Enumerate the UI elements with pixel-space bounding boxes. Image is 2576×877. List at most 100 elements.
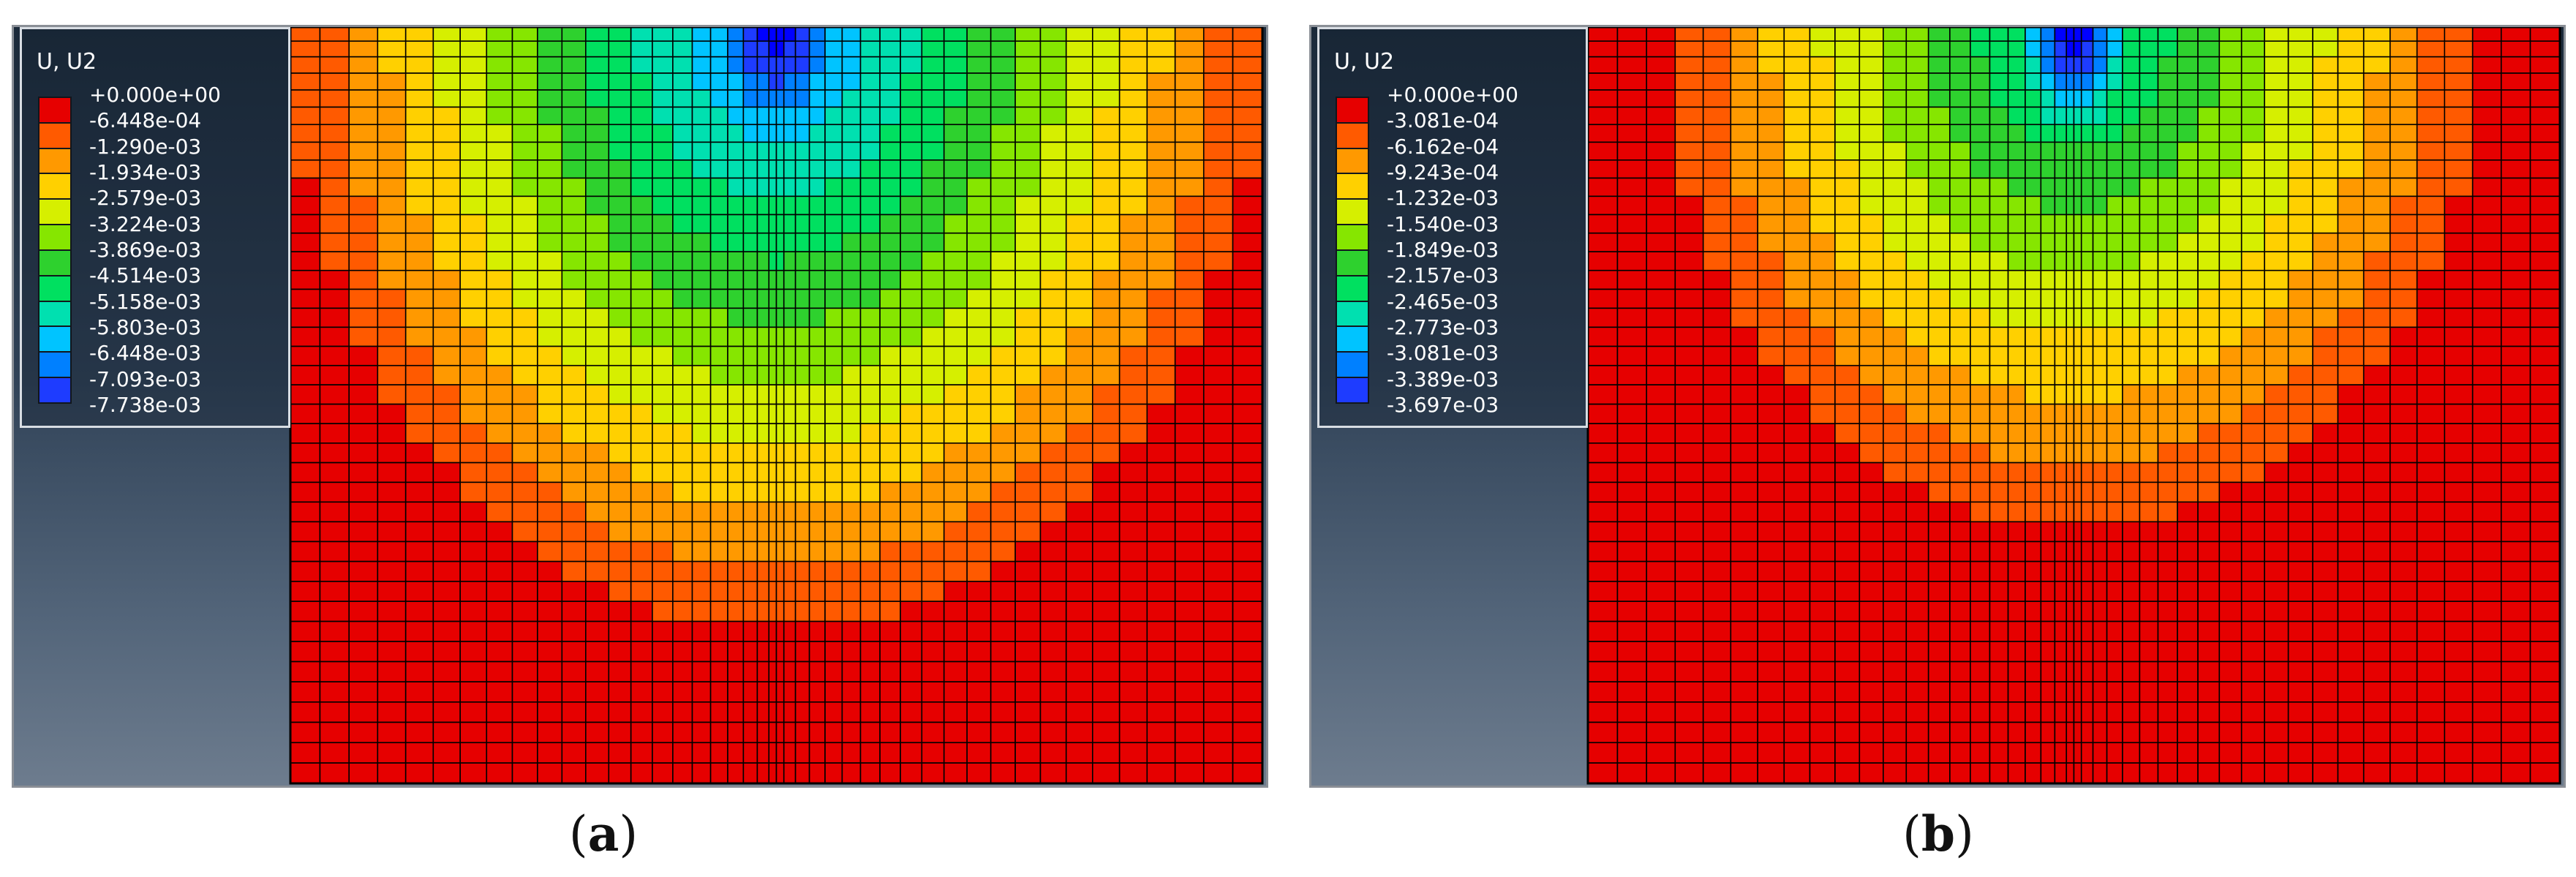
mesh-element	[2122, 762, 2141, 784]
mesh-element	[2337, 442, 2365, 464]
mesh-element	[709, 27, 728, 42]
mesh-element	[459, 307, 488, 328]
mesh-element	[2122, 269, 2141, 290]
mesh-element	[2092, 89, 2108, 108]
mesh-element	[585, 89, 610, 108]
mesh-element	[775, 56, 785, 74]
mesh-element	[561, 481, 587, 503]
mesh-element	[2065, 232, 2075, 252]
mesh-element	[2025, 521, 2042, 543]
mesh-element	[2177, 269, 2199, 290]
mesh-element	[1989, 462, 2009, 483]
mesh-element	[2240, 345, 2265, 366]
mesh-element	[2471, 660, 2502, 682]
mesh-element	[775, 501, 785, 523]
mesh-element	[1989, 177, 2009, 197]
mesh-element	[783, 462, 796, 483]
mesh-element	[824, 721, 843, 744]
mesh-element	[2500, 159, 2531, 179]
mesh-element	[1757, 214, 1785, 234]
mesh-element	[900, 681, 923, 703]
mesh-element	[1174, 721, 1205, 744]
mesh-element	[1616, 560, 1648, 582]
mesh-element	[2500, 307, 2531, 328]
mesh-element	[432, 384, 462, 405]
mesh-element	[768, 541, 777, 562]
mesh-element	[404, 681, 434, 703]
mesh-element	[1905, 581, 1929, 602]
mesh-element	[2312, 141, 2339, 161]
mesh-element	[2177, 560, 2199, 582]
mesh-element	[2065, 124, 2075, 143]
mesh-element	[2106, 141, 2123, 161]
legend-swatch	[1337, 148, 1368, 175]
mesh-element	[742, 742, 758, 764]
mesh-element	[2040, 141, 2056, 161]
mesh-element	[1858, 721, 1884, 744]
mesh-element	[990, 721, 1016, 744]
mesh-element	[1702, 620, 1732, 642]
mesh-element	[348, 641, 379, 663]
mesh-element	[1927, 541, 1951, 562]
mesh-element	[2157, 288, 2178, 309]
mesh-element	[377, 251, 407, 271]
mesh-element	[2389, 560, 2418, 582]
mesh-element	[1092, 403, 1121, 424]
caption-letter-b: b	[1921, 805, 1956, 862]
mesh-element	[709, 232, 728, 252]
mesh-element	[783, 681, 796, 703]
mesh-element	[486, 762, 513, 784]
mesh-element	[404, 124, 434, 143]
mesh-element	[1587, 762, 1619, 784]
mesh-element	[859, 56, 881, 74]
mesh-element	[2040, 423, 2056, 444]
mesh-boundary	[289, 27, 1264, 785]
mesh-element	[2471, 56, 2502, 74]
mesh-element	[2264, 124, 2289, 143]
mesh-element	[900, 326, 923, 347]
mesh-element	[824, 701, 843, 723]
mesh-element	[691, 345, 712, 366]
mesh-element	[1232, 40, 1263, 58]
mesh-element	[319, 423, 350, 444]
mesh-element	[2197, 742, 2221, 764]
mesh-element	[2106, 701, 2123, 723]
mesh-element	[1949, 681, 1971, 703]
mesh-element	[486, 681, 513, 703]
mesh-element	[377, 641, 407, 663]
mesh-element	[290, 462, 321, 483]
mesh-element	[652, 403, 674, 424]
mesh-element	[841, 620, 862, 642]
mesh-element	[2444, 269, 2474, 290]
mesh-element	[2500, 601, 2531, 622]
mesh-element	[585, 177, 610, 197]
mesh-element	[2529, 141, 2561, 161]
mesh-element	[824, 124, 843, 143]
mesh-element	[2139, 141, 2159, 161]
legend-title-a: U, U2	[37, 49, 97, 75]
mesh-element	[921, 560, 945, 582]
mesh-element	[1674, 481, 1704, 503]
mesh-element	[1927, 701, 1951, 723]
mesh-element	[2500, 364, 2531, 385]
mesh-element	[2240, 326, 2265, 347]
mesh-element	[709, 72, 728, 91]
mesh-element	[2177, 641, 2199, 663]
mesh-element	[2444, 288, 2474, 309]
mesh-element	[608, 762, 632, 784]
mesh-element	[2092, 177, 2108, 197]
mesh-element	[808, 581, 826, 602]
mesh-element	[691, 620, 712, 642]
mesh-element	[2065, 521, 2075, 543]
mesh-element	[290, 214, 321, 234]
mesh-element	[1730, 384, 1759, 405]
mesh-element	[921, 345, 945, 366]
mesh-element	[2139, 641, 2159, 663]
mesh-element	[2416, 384, 2446, 405]
mesh-element	[2080, 141, 2094, 161]
mesh-element	[1949, 72, 1971, 91]
mesh-element	[1014, 326, 1042, 347]
mesh-element	[348, 177, 379, 197]
mesh-element	[1146, 701, 1176, 723]
mesh-element	[1949, 601, 1971, 622]
